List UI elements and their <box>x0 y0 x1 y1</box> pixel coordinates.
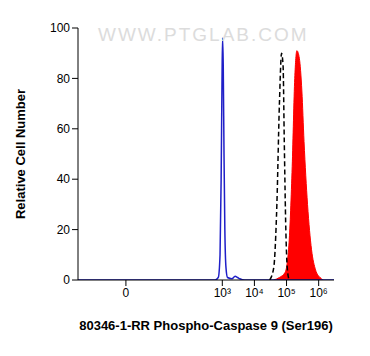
svg-text:10³: 10³ <box>214 286 231 300</box>
svg-text:80: 80 <box>57 72 71 86</box>
svg-text:10⁶: 10⁶ <box>310 286 328 300</box>
svg-text:10⁴: 10⁴ <box>245 286 264 300</box>
svg-text:0: 0 <box>63 273 70 287</box>
svg-text:60: 60 <box>57 122 71 136</box>
svg-text:40: 40 <box>57 172 71 186</box>
svg-text:10⁵: 10⁵ <box>277 286 295 300</box>
svg-text:100: 100 <box>50 21 70 35</box>
svg-text:20: 20 <box>57 223 71 237</box>
html-text:WWW.PTGLAB.COM: WWW.PTGLAB.COM <box>98 24 309 45</box>
svg-text:Relative Cell Number: Relative Cell Number <box>13 89 28 219</box>
svg-text:0: 0 <box>123 286 130 300</box>
svg-text:80346-1-RR Phospho-Caspase 9 (: 80346-1-RR Phospho-Caspase 9 (Ser196) <box>79 318 333 333</box>
